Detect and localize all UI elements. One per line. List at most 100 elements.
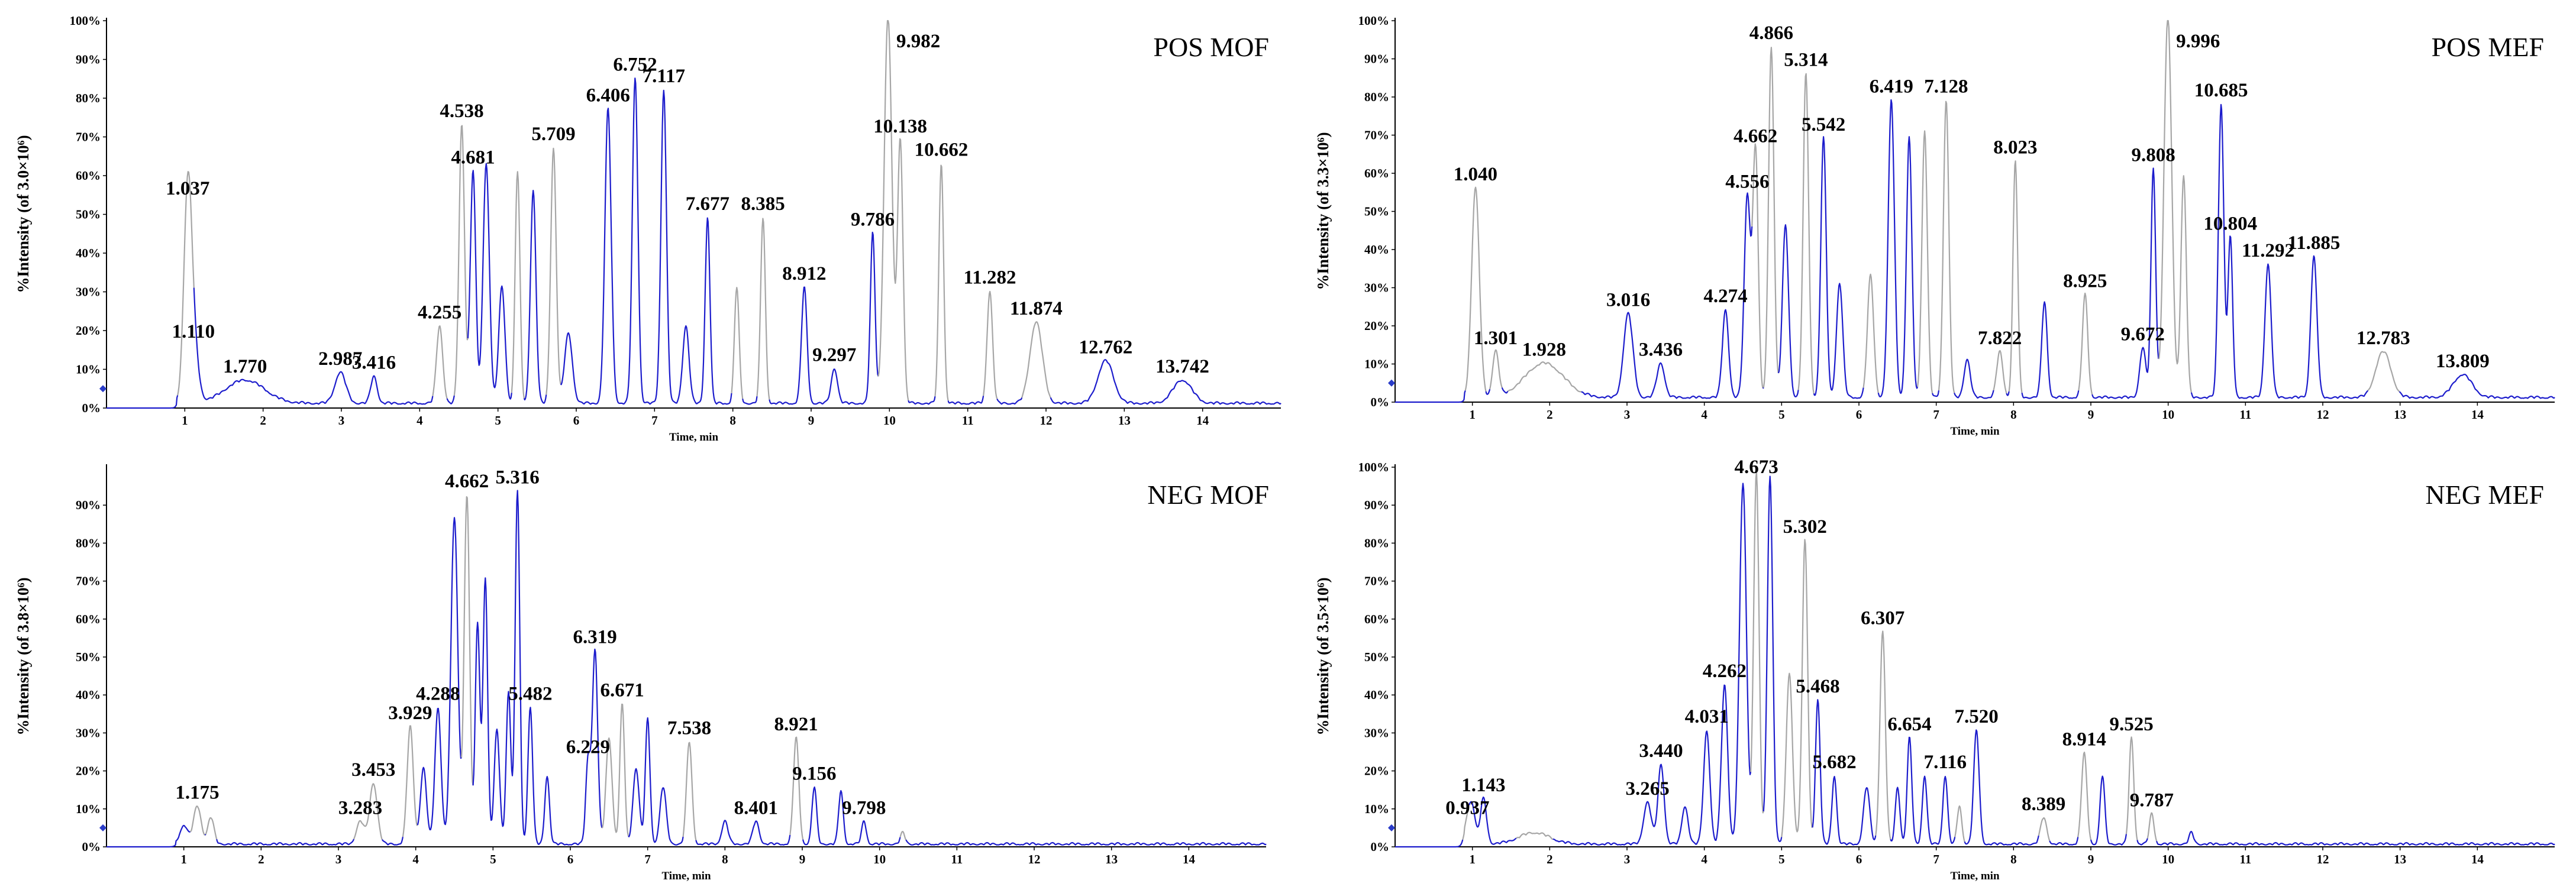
peak-label: 4.866 xyxy=(1749,22,1793,44)
y-tick-label: 50% xyxy=(76,208,101,222)
x-tick-label: 11 xyxy=(2239,852,2251,866)
peak-label: 6.307 xyxy=(1861,607,1904,629)
peak-label: 0.937 xyxy=(1445,797,1489,818)
x-tick-label: 13 xyxy=(2394,852,2406,866)
peak-label: 9.787 xyxy=(2130,789,2174,811)
x-tick-label: 3 xyxy=(335,852,342,866)
x-tick-label: 1 xyxy=(1469,407,1476,422)
y-tick-label: 60% xyxy=(76,169,101,183)
trace-segment xyxy=(1468,796,1517,845)
trace-segment xyxy=(2190,103,2369,399)
trace-segment xyxy=(628,717,684,846)
trace-segment xyxy=(1964,729,2039,846)
trace-segment xyxy=(193,287,434,405)
peak-label: 6.419 xyxy=(1870,76,1913,97)
trace-segment xyxy=(106,824,191,848)
x-tick-label: 9 xyxy=(2088,407,2094,422)
y-tick-label: 0% xyxy=(1371,395,1390,409)
y-tick-label: 30% xyxy=(76,285,101,299)
peak-label: 9.672 xyxy=(2121,324,2165,345)
x-tick-label: 10 xyxy=(2162,407,2174,422)
trace-segment xyxy=(1462,805,1470,840)
x-tick-label: 14 xyxy=(2471,407,2484,422)
y-tick-label: 20% xyxy=(76,323,101,338)
peak-label: 5.682 xyxy=(1812,752,1856,773)
peak-label: 8.389 xyxy=(2022,794,2065,815)
peak-label: 5.542 xyxy=(1802,114,1845,135)
chromatogram-panel-0: 0%10%20%30%40%50%60%70%80%90%100%1 2 3 4 5 6 7… xyxy=(14,14,1281,444)
y-tick-label: 10% xyxy=(1364,802,1389,816)
peak-label: 4.538 xyxy=(440,101,483,122)
trace-segment xyxy=(2008,160,2023,393)
peak-label: 3.929 xyxy=(388,703,432,724)
trace-segment xyxy=(2077,751,2092,840)
peak-label: 6.229 xyxy=(566,737,610,758)
peak-label: 6.671 xyxy=(601,679,644,701)
y-tick-label: 70% xyxy=(1364,574,1389,588)
trace-segment xyxy=(545,147,561,395)
y-tick-label: 80% xyxy=(76,536,101,550)
peak-label: 10.662 xyxy=(915,139,969,160)
x-tick-label: 6 xyxy=(567,852,574,866)
y-tick-label: 40% xyxy=(1364,688,1389,702)
x-tick-label: 13 xyxy=(2394,407,2406,422)
y-tick-label: 40% xyxy=(1364,242,1389,257)
y-tick-label: 90% xyxy=(1364,52,1389,66)
trace-segment xyxy=(2091,167,2159,399)
panel-title: NEG MEF xyxy=(2425,480,2544,510)
trace-segment xyxy=(511,171,525,399)
peak-label: 3.283 xyxy=(338,797,382,818)
trace-segment xyxy=(1812,699,1877,846)
peak-label: 7.538 xyxy=(667,717,711,739)
trace-segment xyxy=(934,164,949,401)
trace-segment xyxy=(1750,471,1764,814)
trace-segment xyxy=(2156,830,2555,846)
x-tick-label: 6 xyxy=(573,413,580,428)
x-tick-label: 3 xyxy=(1624,407,1631,422)
trace-segment xyxy=(2399,373,2555,399)
chromatogram-panel-1: 0%10%20%30%40%50%60%70%80%90%100%1 2 3 4 5 6 7… xyxy=(1314,14,2555,438)
x-tick-label: 9 xyxy=(799,852,806,866)
peak-label: 4.262 xyxy=(1703,661,1747,682)
y-tick-label: 10% xyxy=(1364,357,1389,371)
trace-segment xyxy=(1932,390,1940,397)
peak-label: 4.556 xyxy=(1725,171,1769,193)
trace-segment xyxy=(899,830,907,840)
trace-segment xyxy=(402,725,418,837)
peak-label: 4.673 xyxy=(1734,457,1778,478)
peak-label: 11.282 xyxy=(964,267,1016,289)
x-tick-label: 7 xyxy=(1933,407,1939,422)
x-tick-label: 1 xyxy=(180,852,187,866)
trace-segment xyxy=(1395,390,1466,403)
peak-label: 2.987 xyxy=(318,348,362,370)
trace-segment xyxy=(1485,389,1491,395)
trace-segment xyxy=(106,395,179,409)
peak-label: 3.016 xyxy=(1606,290,1650,311)
peak-label: 9.786 xyxy=(851,209,895,230)
peak-label: 3.436 xyxy=(1639,339,1683,361)
y-tick-label: 30% xyxy=(76,726,101,740)
peak-label: 11.885 xyxy=(2288,232,2341,254)
peak-label: 1.143 xyxy=(1461,775,1505,796)
peak-label: 4.288 xyxy=(416,684,460,705)
y-tick-label: 0% xyxy=(1371,840,1390,854)
peak-label: 4.662 xyxy=(445,471,489,492)
peak-label: 9.798 xyxy=(842,797,886,818)
peak-label: 9.525 xyxy=(2109,714,2153,735)
trace-segment xyxy=(1890,736,1956,845)
trace-segment xyxy=(996,397,1023,405)
axis-marker xyxy=(1388,379,1395,387)
y-tick-label: 0% xyxy=(82,840,101,854)
x-tick-label: 14 xyxy=(1183,852,1196,866)
x-tick-label: 6 xyxy=(1856,407,1862,422)
x-tick-label: 7 xyxy=(1933,852,1939,866)
x-tick-label: 2 xyxy=(258,852,264,866)
x-tick-label: 2 xyxy=(1547,407,1553,422)
trace-segment xyxy=(947,396,984,405)
x-tick-label: 13 xyxy=(1118,413,1131,428)
chromatogram-panel-2: 0%10%20%30%40%50%60%70%80%90%1 2 3 4 5 6 7 8 9 10… xyxy=(14,464,1269,882)
y-tick-label: 80% xyxy=(1364,90,1389,104)
trace-segment xyxy=(1501,387,1509,394)
x-tick-label: 2 xyxy=(260,413,266,428)
y-tick-label: 100% xyxy=(1358,14,1390,28)
